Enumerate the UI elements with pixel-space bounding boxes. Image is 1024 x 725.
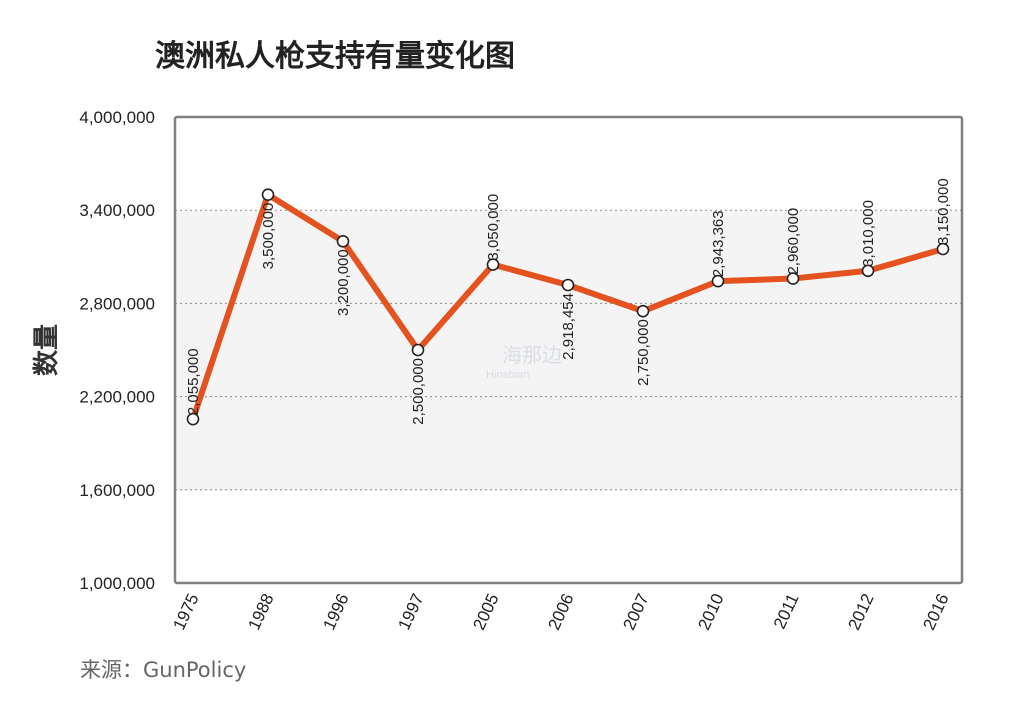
watermark-sub: Hinabian [486, 369, 529, 381]
data-point [561, 278, 575, 292]
y-tick-label: 2,200,000 [79, 388, 155, 407]
data-label: 3,050,000 [485, 194, 502, 261]
x-tick-label: 2006 [544, 591, 577, 633]
x-tick-label: 2010 [694, 591, 727, 633]
data-point [636, 304, 650, 318]
x-tick-label: 1996 [319, 591, 352, 633]
grid-lines [175, 209, 962, 491]
chart-title: 澳洲私人枪支持有量变化图 [155, 39, 515, 74]
data-label: 3,010,000 [860, 200, 877, 267]
x-tick-label: 1975 [169, 591, 202, 633]
data-label: 2,500,000 [410, 358, 427, 425]
data-label: 2,750,000 [635, 319, 652, 386]
data-point [861, 264, 875, 278]
watermark-main: 海那边 [502, 343, 562, 367]
plot-band-shade [175, 211, 962, 490]
data-point [936, 242, 950, 256]
data-label: 3,500,000 [260, 203, 277, 270]
y-axis-ticks: 1,000,000 1,600,000 2,200,000 2,800,000 3,40… [79, 108, 155, 593]
x-axis-ticks: 1975 1988 1996 1997 2005 2006 2007 2010 2011 2012… [169, 591, 952, 633]
data-point [261, 188, 275, 201]
x-tick-label: 2005 [469, 591, 502, 633]
y-tick-label: 3,400,000 [79, 201, 155, 220]
y-tick-label: 2,800,000 [79, 294, 155, 313]
x-tick-label: 2011 [770, 591, 803, 632]
data-point [711, 274, 725, 288]
data-label: 3,150,000 [935, 178, 952, 245]
y-tick-label: 1,000,000 [79, 574, 155, 593]
x-tick-label: 1988 [244, 591, 277, 633]
y-tick-label: 1,600,000 [79, 481, 155, 500]
data-labels: 2,055,000 3,500,000 3,200,000 2,500,000 3,05… [185, 178, 952, 424]
data-label: 2,943,363 [710, 210, 727, 277]
data-point [786, 272, 800, 285]
data-point [411, 343, 425, 357]
plot-frame [173, 115, 964, 585]
data-point [486, 258, 500, 271]
y-axis-label: 数量 [32, 324, 62, 376]
data-label: 2,055,000 [185, 348, 202, 415]
data-point [336, 234, 350, 248]
x-tick-label: 2012 [844, 591, 877, 633]
data-point [186, 412, 200, 426]
data-label: 3,200,000 [335, 249, 352, 316]
x-tick-label: 2016 [919, 591, 952, 633]
data-label: 2,960,000 [785, 208, 802, 275]
x-tick-label: 1997 [394, 591, 427, 633]
x-tick-label: 2007 [619, 591, 652, 633]
data-label: 2,918,454 [560, 293, 577, 360]
source-note: 来源：GunPolicy [80, 658, 246, 682]
y-tick-label: 4,000,000 [79, 108, 155, 127]
series-layer [186, 188, 950, 426]
